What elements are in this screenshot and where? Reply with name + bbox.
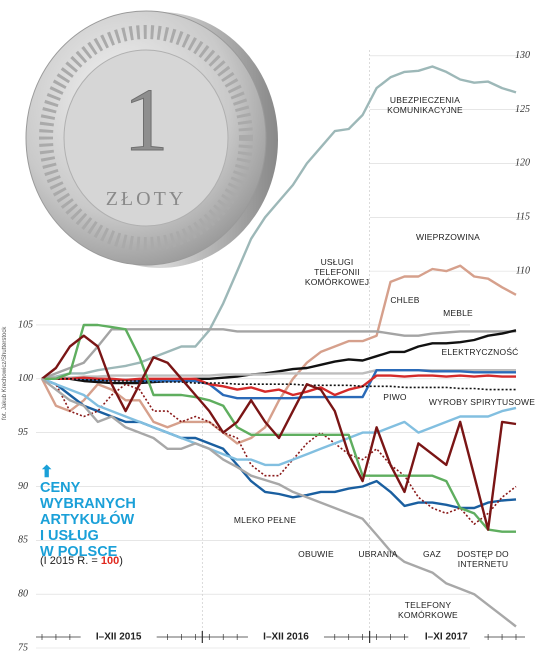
title-line: WYBRANYCH [40, 496, 136, 512]
y-tick-label: 105 [18, 319, 33, 330]
coin-label: ZŁOTY [106, 188, 187, 210]
series-label: GAZ [422, 549, 442, 559]
series-line [41, 377, 517, 510]
y-tick-label: 110 [516, 265, 530, 276]
y-tick-label: 90 [18, 481, 28, 492]
series-label: USŁUGI TELEFONII KOMÓRKOWEJ [304, 257, 370, 287]
series-line [41, 378, 517, 525]
subtitle: (I 2015 R. = 100) [40, 555, 123, 567]
y-tick-label: 95 [18, 427, 28, 438]
series-label: OBUWIE [298, 549, 334, 559]
y-tick-label: 75 [18, 642, 28, 653]
subtitle-base: 100 [100, 555, 120, 567]
y-tick-label: 120 [515, 158, 530, 169]
series-label: PIWO [383, 392, 407, 402]
series-line [41, 334, 517, 531]
y-tick-label: 100 [18, 373, 33, 384]
coin-denomination: 1 [124, 71, 169, 170]
period-label: I–XI 2017 [425, 632, 468, 643]
series-line [41, 65, 517, 380]
coin-center [63, 49, 229, 227]
y-tick-label: 130 [515, 50, 530, 61]
series-label: TELEFONY KOMÓRKOWE [398, 600, 458, 620]
series-line [42, 378, 516, 391]
series-line [42, 329, 517, 385]
y-tick-label: 125 [515, 104, 530, 115]
series-label: CHLEB [390, 295, 420, 305]
series-line [41, 377, 517, 628]
title-line: W POLSCE [40, 544, 118, 560]
title-line: I USŁUG [40, 528, 99, 544]
period-label-bg [247, 630, 324, 644]
series-label: WYROBY SPIRYTUSOWE [428, 397, 536, 407]
y-tick-label: 80 [18, 588, 28, 599]
series-label: UBRANIA [358, 549, 398, 559]
series-label: UBEZPIECZENIA KOMUNIKACYJNE [387, 95, 463, 115]
period-label: I–XII 2015 [96, 632, 142, 643]
coin-wreath [39, 25, 253, 251]
y-tick-label: 85 [18, 535, 28, 546]
title-arrow: ⬆ [40, 464, 54, 481]
series-label: ELEKTRYCZNOŚĆ [441, 347, 519, 357]
title: ⬆ CENY WYBRANYCH ARTYKUŁÓW I USŁUG W POLSCE [40, 464, 136, 561]
series-label: WIEPRZOWINA [415, 232, 481, 242]
series-line [41, 377, 517, 467]
subtitle-prefix: (I 2015 R. = [40, 555, 101, 567]
period-label-bg [408, 630, 485, 644]
series-label: MLEKO PEŁNE [233, 515, 297, 525]
subtitle-suffix: ) [119, 555, 123, 567]
coin: 1 ZŁOTY [25, 10, 278, 268]
photo-credit: fot. Jakub Krechowicz/Shutterstock [2, 326, 8, 420]
series-label: DOSTĘP DO INTERNETU [457, 549, 509, 569]
title-line: ARTYKUŁÓW [40, 512, 135, 528]
series-label: MEBLE [443, 308, 473, 318]
series-line [40, 264, 517, 445]
series-line [42, 323, 516, 533]
period-label-bg [80, 630, 157, 644]
series-line [42, 374, 516, 397]
period-label: I–XII 2016 [263, 632, 309, 643]
y-tick-label: 115 [516, 212, 530, 223]
title-line: CENY [40, 480, 81, 496]
